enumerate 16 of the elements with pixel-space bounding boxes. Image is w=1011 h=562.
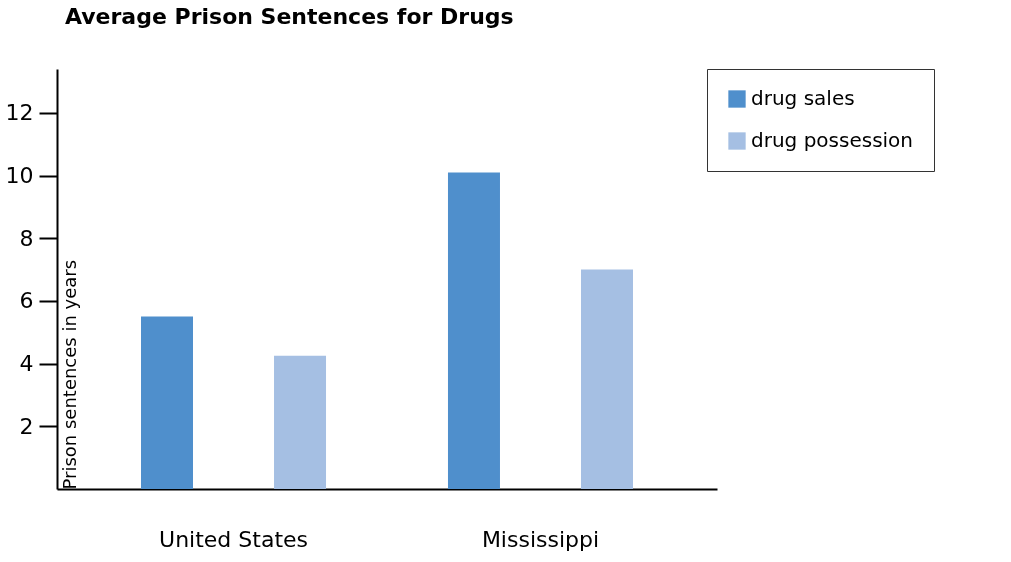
chart-title: Average Prison Sentences for Drugs [65,3,514,29]
x-tick-label: United States [159,526,308,552]
y-tick-label: 10 [5,163,34,189]
y-tick-label: 12 [5,100,34,126]
y-tick-label: 8 [19,225,34,251]
legend-label: drug sales [751,86,855,110]
bar [581,269,633,489]
legend-label: drug possession [751,128,914,152]
y-tick-label: 4 [19,351,34,377]
y-tick-label: 6 [19,288,34,314]
bar [141,316,193,489]
y-tick-label: 2 [19,413,34,439]
bar [447,172,500,489]
x-tick-label: Mississippi [481,526,600,552]
y-axis-title: Prison sentences in years [58,259,80,490]
bar [274,355,327,489]
